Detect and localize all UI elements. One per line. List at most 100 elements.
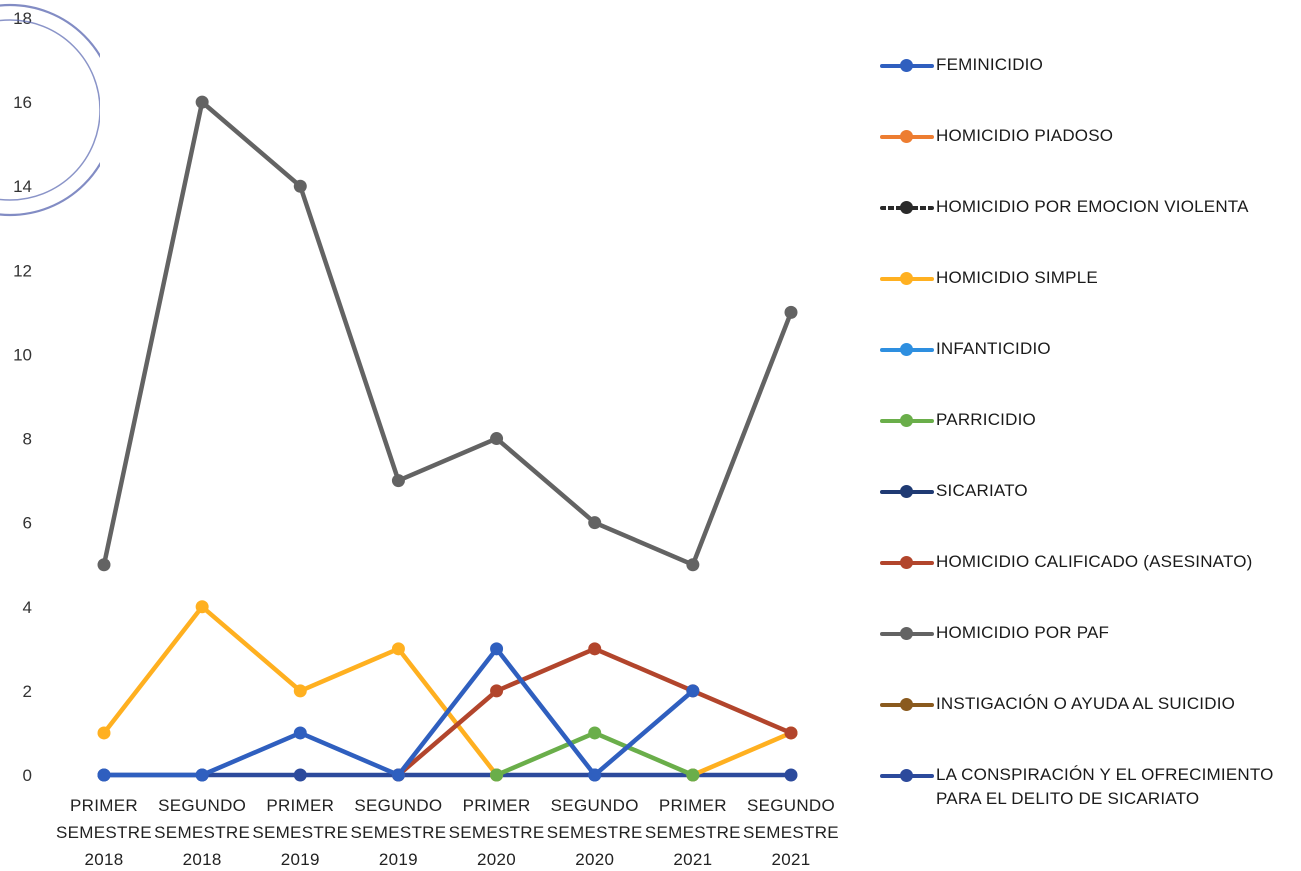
series-homicidio-calificado-asesinato <box>391 642 798 782</box>
legend-marker <box>900 272 913 285</box>
legend-marker <box>900 59 913 72</box>
legend-item: HOMICIDIO CALIFICADO (ASESINATO) <box>878 552 1253 592</box>
legend-marker <box>900 130 913 143</box>
series-feminicidio <box>97 642 700 782</box>
legend-swatch <box>878 410 936 430</box>
data-point <box>195 95 209 109</box>
data-point <box>686 768 700 782</box>
x-tick-label: SEGUNDO SEMESTRE 2021 <box>743 796 839 869</box>
data-point <box>97 558 111 572</box>
series-line-segment <box>199 604 303 694</box>
legend-label: SICARIATO <box>936 481 1028 500</box>
x-tick-line: SEGUNDO <box>551 796 639 815</box>
series-line-segment <box>592 520 696 567</box>
legend-item: PARRICIDIO <box>878 410 1036 450</box>
legend-item: LA CONSPIRACIÓN Y EL OFRECIMIENTO PARA EL… <box>878 765 1274 808</box>
data-point <box>97 726 111 740</box>
y-tick-label: 10 <box>13 345 32 364</box>
data-point <box>588 726 602 740</box>
y-tick-label: 18 <box>13 9 32 28</box>
legend-marker <box>900 769 913 782</box>
data-point <box>391 474 405 488</box>
x-tick-line: 2020 <box>477 850 516 869</box>
series-line-segment <box>396 436 499 483</box>
legend-label-line: LA CONSPIRACIÓN Y EL OFRECIMIENTO <box>936 765 1274 784</box>
x-tick-line: SEMESTRE <box>449 823 545 842</box>
legend-label: INFANTICIDIO <box>936 339 1051 358</box>
series-line-segment <box>396 646 499 778</box>
y-tick-label: 4 <box>23 598 32 617</box>
legend-item: HOMICIDIO PIADOSO <box>878 126 1113 166</box>
x-tick-line: 2018 <box>84 850 123 869</box>
y-tick-label: 0 <box>23 766 32 785</box>
legend-marker <box>900 343 913 356</box>
legend-swatch <box>878 765 936 785</box>
legend-item: HOMICIDIO SIMPLE <box>878 268 1098 308</box>
legend-label: FEMINICIDIO <box>936 55 1044 74</box>
legend-marker <box>900 698 913 711</box>
series-line-segment <box>101 99 205 567</box>
x-tick-line: SEGUNDO <box>158 796 246 815</box>
series-line-segment <box>690 310 794 567</box>
data-point <box>588 768 602 782</box>
x-tick-label: SEGUNDO SEMESTRE 2019 <box>350 796 446 869</box>
data-point <box>490 642 504 656</box>
x-tick-line: SEMESTRE <box>645 823 741 842</box>
legend-label: INSTIGACIÓN O AYUDA AL SUICIDIO <box>936 694 1236 713</box>
legend-item: HOMICIDIO POR PAF <box>878 623 1109 663</box>
legend-item: FEMINICIDIO <box>878 55 1043 95</box>
legend-swatch <box>878 481 936 501</box>
series-line-segment <box>494 646 597 694</box>
x-tick-line: 2021 <box>771 850 810 869</box>
x-tick-label: PRIMER SEMESTRE 2018 <box>56 796 152 869</box>
legend-swatch <box>878 339 936 359</box>
legend-label: HOMICIDIO PIADOSO <box>936 126 1114 145</box>
legend-item: HOMICIDIO POR EMOCION VIOLENTA <box>878 197 1249 237</box>
legend-label: HOMICIDIO SIMPLE <box>936 268 1098 287</box>
y-tick-label: 2 <box>23 682 32 701</box>
y-tick-label: 14 <box>13 177 32 196</box>
legend-marker <box>900 414 913 427</box>
data-point <box>391 768 405 782</box>
x-tick-label: PRIMER SEMESTRE 2021 <box>645 796 741 869</box>
data-point <box>490 432 504 446</box>
data-point <box>784 305 798 319</box>
series-line-segment <box>298 183 401 483</box>
series-line-segment <box>298 646 401 694</box>
x-tick-label: PRIMER SEMESTRE 2020 <box>449 796 545 869</box>
legend-label: HOMICIDIO POR EMOCION VIOLENTA <box>936 197 1249 216</box>
y-tick-label: 6 <box>23 514 32 533</box>
legend-swatch <box>878 197 936 217</box>
data-point <box>293 726 307 740</box>
legend-label: LA CONSPIRACIÓN Y EL OFRECIMIENTO PARA EL… <box>936 763 1274 811</box>
data-point <box>195 600 209 614</box>
series-line-segment <box>592 730 696 778</box>
legend-label-line: PARA EL DELITO DE SICARIATO <box>936 789 1200 808</box>
x-tick-line: 2019 <box>379 850 418 869</box>
series-line-segment <box>494 730 597 778</box>
x-tick-line: PRIMER <box>70 796 138 815</box>
series-homicidio-por-paf <box>97 95 798 572</box>
data-point <box>293 179 307 193</box>
legend-marker <box>900 627 913 640</box>
series-line-segment <box>396 688 499 778</box>
data-point <box>97 768 111 782</box>
legend-item: INFANTICIDIO <box>878 339 1051 379</box>
data-point <box>588 516 602 530</box>
x-tick-line: PRIMER <box>659 796 727 815</box>
x-tick-line: PRIMER <box>266 796 334 815</box>
series-line-segment <box>199 730 303 778</box>
x-tick-line: 2018 <box>183 850 222 869</box>
series-line-segment <box>494 436 597 525</box>
legend-label: PARRICIDIO <box>936 410 1036 429</box>
series-line-segment <box>199 99 303 189</box>
data-point <box>686 558 700 572</box>
data-point <box>293 684 307 698</box>
series-line-segment <box>592 646 696 694</box>
x-tick-line: SEMESTRE <box>154 823 250 842</box>
data-point <box>490 684 504 698</box>
x-tick-label: SEGUNDO SEMESTRE 2020 <box>547 796 643 869</box>
legend-swatch <box>878 126 936 146</box>
x-tick-line: SEMESTRE <box>350 823 446 842</box>
